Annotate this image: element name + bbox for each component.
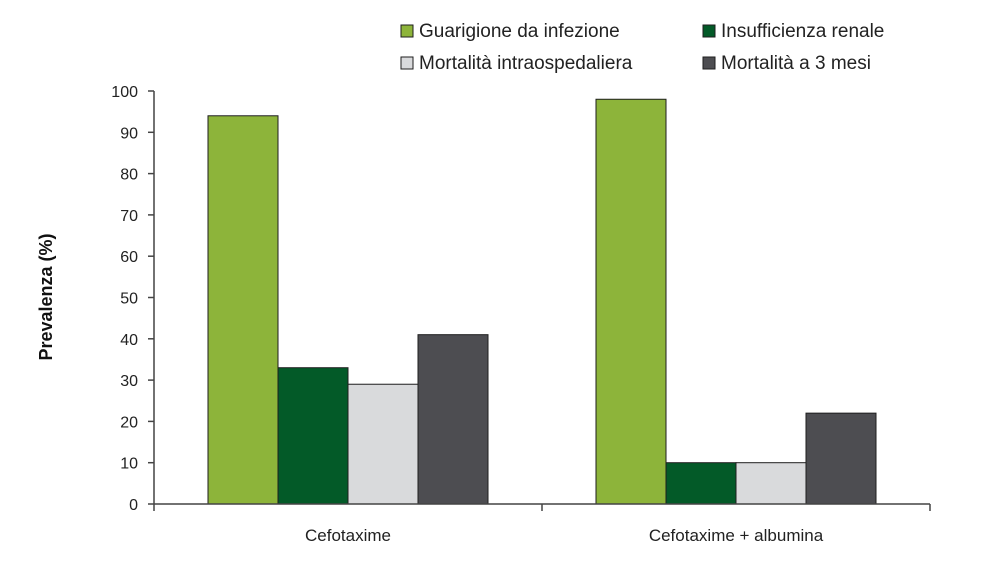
- bar: [277, 367, 349, 505]
- legend-swatch: [400, 56, 414, 70]
- legend-label: Mortalità a 3 mesi: [721, 53, 871, 74]
- y-tick-label: 70: [120, 208, 138, 225]
- legend-label: Mortalità intraospedaliera: [419, 53, 633, 74]
- y-tick-label: 50: [120, 291, 138, 308]
- chart-legend: Guarigione da infezione Insufficienza ren…: [400, 21, 884, 74]
- category-label: Cefotaxime + albumina: [649, 526, 824, 545]
- bar: [665, 462, 737, 505]
- y-axis: 0 10 20 30 40 50 60 70 80 90 100: [111, 84, 155, 514]
- legend-swatch: [702, 56, 716, 70]
- bar: [207, 115, 279, 505]
- y-tick-label: 10: [120, 456, 138, 473]
- y-tick-label: 80: [120, 167, 138, 184]
- bar: [595, 98, 667, 505]
- x-axis: Cefotaxime Cefotaxime + albumina: [153, 503, 931, 545]
- category-label: Cefotaxime: [305, 526, 391, 545]
- y-tick-label: 90: [120, 125, 138, 142]
- y-tick-label: 60: [120, 249, 138, 266]
- legend-swatch: [702, 24, 716, 38]
- bar: [347, 383, 419, 505]
- legend-label: Guarigione da infezione: [419, 21, 620, 42]
- bar: [735, 462, 807, 505]
- bar: [805, 412, 877, 505]
- y-tick-label: 30: [120, 373, 138, 390]
- legend-swatch: [400, 24, 414, 38]
- y-tick-label: 20: [120, 414, 138, 431]
- legend-label: Insufficienza renale: [721, 21, 884, 42]
- y-tick-label: 100: [111, 84, 138, 101]
- y-tick-label: 40: [120, 332, 138, 349]
- bar: [417, 334, 489, 505]
- bars: [207, 98, 877, 505]
- y-tick-label: 0: [129, 497, 138, 514]
- y-axis-label: Prevalenza (%): [36, 233, 56, 360]
